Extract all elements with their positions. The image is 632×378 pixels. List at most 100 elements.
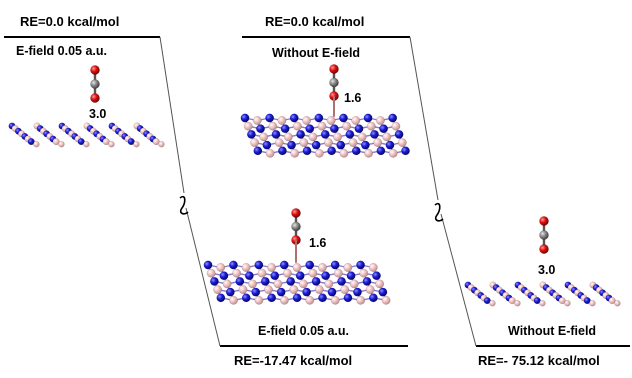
nitrogen-atom xyxy=(311,276,321,286)
co2-molecule-state-3 xyxy=(291,208,301,245)
boron-atom xyxy=(274,138,284,148)
boron-atom xyxy=(283,132,293,142)
boron-atom xyxy=(373,138,383,148)
energy-label-state-4: RE=- 75.12 kcal/mol xyxy=(478,353,600,368)
boron-atom xyxy=(308,268,318,278)
boron-atom xyxy=(267,263,276,272)
boron-atom xyxy=(213,285,223,294)
boron-atom xyxy=(305,295,315,305)
boron-atom xyxy=(589,300,596,307)
hbn-slab-state-4 xyxy=(464,281,621,307)
nitrogen-atom xyxy=(314,113,324,123)
nitrogen-atom xyxy=(286,276,296,286)
nitrogen-atom xyxy=(353,287,362,297)
co2-molecule-state-2 xyxy=(329,64,339,101)
condition-label-state-4: Without E-field xyxy=(508,324,597,338)
boron-atom xyxy=(333,268,343,278)
nitrogen-atom xyxy=(339,113,348,123)
distance-label-state-3: 1.6 xyxy=(309,236,327,250)
nitrogen-atom xyxy=(337,276,346,286)
boron-atom xyxy=(273,279,283,289)
nitrogen-atom xyxy=(296,129,306,139)
oxygen-atom xyxy=(539,244,549,254)
co2-molecule-state-4 xyxy=(539,216,549,254)
nitrogen-atom xyxy=(346,271,356,281)
energy-label-state-1: RE=0.0 kcal/mol xyxy=(20,14,120,29)
boron-atom xyxy=(268,121,278,131)
boron-atom xyxy=(340,285,350,294)
boron-atom xyxy=(324,279,334,289)
nitrogen-atom xyxy=(246,129,256,139)
carbon-atom xyxy=(291,221,301,232)
carbon-atom xyxy=(539,230,549,240)
boron-atom xyxy=(351,116,361,125)
nitrogen-atom xyxy=(244,271,254,281)
boron-atom xyxy=(318,263,327,272)
nitrogen-atom xyxy=(483,297,491,305)
boron-atom xyxy=(252,116,262,125)
nitrogen-atom xyxy=(270,271,280,281)
boron-atom xyxy=(324,138,333,148)
boron-atom xyxy=(368,263,378,272)
boron-atom xyxy=(293,121,302,131)
nitrogen-atom xyxy=(385,140,395,150)
nitrogen-atom xyxy=(305,124,315,134)
boron-atom xyxy=(397,138,407,148)
nitrogen-atom xyxy=(235,276,245,286)
boron-atom xyxy=(514,300,521,307)
nitrogen-atom xyxy=(401,146,410,156)
boron-atom xyxy=(489,300,496,307)
boron-atom xyxy=(330,295,340,305)
boron-atom xyxy=(52,138,60,146)
boron-atom xyxy=(152,138,160,146)
nitrogen-atom xyxy=(267,293,277,303)
oxygen-atom xyxy=(90,65,100,75)
nitrogen-atom xyxy=(240,113,250,123)
nitrogen-atom xyxy=(280,124,290,134)
boron-atom xyxy=(343,263,353,272)
connector-2-to-4-upper xyxy=(409,36,439,201)
nitrogen-atom xyxy=(370,129,379,139)
boron-atom xyxy=(381,295,391,305)
nitrogen-atom xyxy=(378,287,388,297)
boron-atom xyxy=(222,279,232,289)
boron-atom xyxy=(348,138,358,148)
boron-atom xyxy=(364,148,373,158)
boron-atom xyxy=(308,132,318,142)
axis-break-right xyxy=(434,202,444,222)
boron-atom xyxy=(317,121,327,131)
nitrogen-atom xyxy=(379,124,388,134)
boron-atom xyxy=(290,148,300,158)
boron-atom xyxy=(614,300,621,307)
nitrogen-atom xyxy=(287,140,296,150)
nitrogen-atom xyxy=(241,293,251,303)
nitrogen-atom xyxy=(279,260,289,270)
nitrogen-atom xyxy=(343,293,353,303)
boron-atom xyxy=(388,148,398,158)
boron-atom xyxy=(229,295,238,305)
nitrogen-atom xyxy=(271,129,281,139)
nitrogen-atom xyxy=(276,287,286,297)
nitrogen-atom xyxy=(216,293,226,303)
connector-2-to-4-lower xyxy=(440,213,477,347)
boron-atom xyxy=(108,140,115,148)
nitrogen-atom xyxy=(302,146,312,156)
axis-break-left xyxy=(179,195,189,215)
connector-1-to-3-lower xyxy=(185,207,221,347)
nitrogen-atom xyxy=(356,260,365,270)
boron-atom xyxy=(250,138,260,148)
nitrogen-atom xyxy=(305,260,315,270)
boron-atom xyxy=(58,140,65,148)
nitrogen-atom xyxy=(260,276,270,286)
nitrogen-atom xyxy=(363,113,373,123)
boron-atom xyxy=(248,279,257,289)
boron-atom xyxy=(349,279,359,289)
boron-atom xyxy=(342,121,352,131)
boron-atom xyxy=(102,138,110,146)
nitrogen-atom xyxy=(254,260,264,270)
nitrogen-atom xyxy=(278,146,287,156)
energy-label-state-2: RE=0.0 kcal/mol xyxy=(265,14,365,29)
nitrogen-atom xyxy=(292,293,302,303)
